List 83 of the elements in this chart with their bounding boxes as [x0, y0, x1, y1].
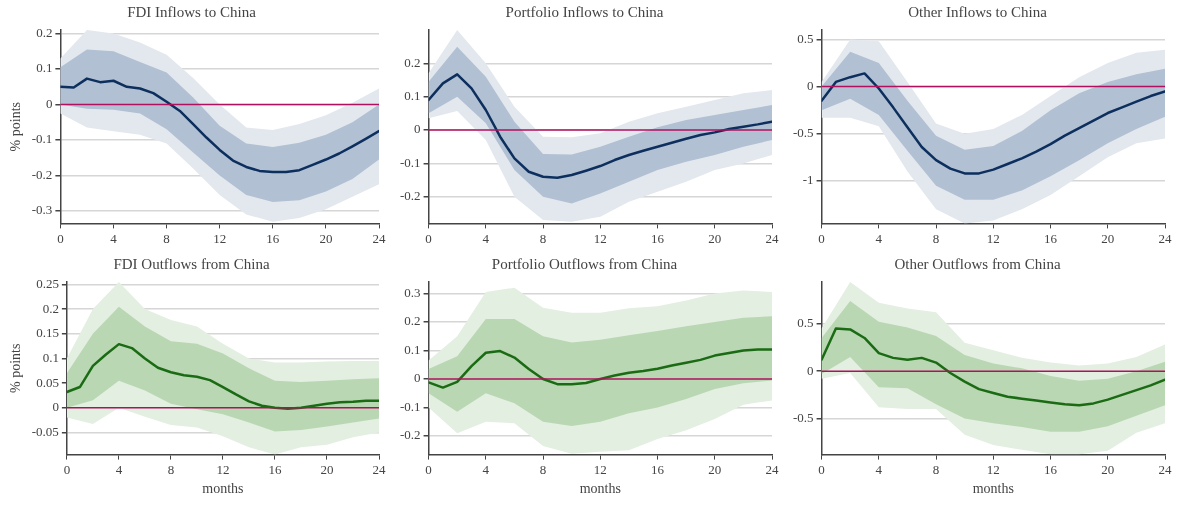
x-tick-label: 16	[651, 461, 665, 477]
x-tick-label: 24	[765, 230, 779, 246]
x-tick-label: 0	[425, 230, 432, 246]
y-tick-label: 0.1	[42, 349, 59, 365]
y-tick-label: 0.1	[404, 341, 421, 357]
x-tick-label: 24	[765, 461, 779, 477]
x-tick-label: 12	[216, 461, 230, 477]
y-tick-label: -0.5	[792, 125, 814, 141]
y-tick-label: -0.2	[31, 166, 53, 182]
y-tick-label: -1	[802, 172, 814, 188]
x-tick-label: 8	[539, 461, 547, 477]
chart-title: Portfolio Inflows to China	[505, 3, 664, 20]
x-tick-label: 8	[932, 230, 940, 246]
x-tick-label: 0	[818, 230, 825, 246]
x-axis-title: months	[972, 481, 1014, 497]
x-tick-label: 0	[63, 461, 71, 477]
chart-title: Portfolio Outflows from China	[491, 255, 678, 272]
chart-title: Other Inflows to China	[908, 3, 1048, 20]
x-tick-label: 12	[593, 461, 607, 477]
x-tick-label: 16	[1044, 461, 1058, 477]
y-tick-label: -0.1	[31, 131, 53, 147]
y-tick-label: -0.3	[31, 202, 53, 218]
y-tick-label: 0.25	[36, 275, 59, 291]
y-tick-label: 0.2	[42, 300, 59, 316]
y-tick-label: 0.3	[404, 284, 421, 300]
x-tick-label: 8	[167, 461, 175, 477]
x-tick-label: 8	[163, 230, 170, 246]
y-tick-label: 0.1	[36, 60, 53, 76]
y-tick-label: 0	[52, 399, 59, 415]
y-tick-label: 0	[807, 78, 814, 94]
y-tick-label: -0.1	[399, 398, 421, 414]
y-tick-label: 0	[807, 362, 814, 378]
x-axis-title: months	[579, 481, 621, 497]
y-axis-title: % points	[8, 343, 24, 393]
y-tick-label: 0.05	[36, 374, 59, 390]
y-tick-label: 0.2	[404, 54, 421, 70]
x-tick-label: 0	[425, 461, 432, 477]
y-tick-label: 0	[45, 95, 53, 111]
x-tick-label: 24	[372, 461, 386, 477]
y-tick-label: 0	[414, 370, 421, 386]
y-tick-label: 0.5	[797, 315, 814, 331]
x-tick-label: 4	[875, 461, 883, 477]
x-tick-label: 12	[593, 230, 607, 246]
x-tick-label: 16	[268, 461, 282, 477]
y-tick-label: 0	[414, 121, 421, 137]
chart-title: FDI Outflows from China	[113, 255, 270, 272]
y-tick-label: -0.2	[399, 188, 421, 204]
x-tick-label: 12	[986, 230, 1000, 246]
x-tick-label: 24	[1158, 461, 1172, 477]
x-tick-label: 4	[875, 230, 883, 246]
y-axis-title: % points	[8, 102, 24, 152]
x-tick-label: 4	[110, 230, 118, 246]
x-tick-label: 20	[708, 230, 722, 246]
x-tick-label: 4	[482, 461, 490, 477]
x-tick-label: 16	[651, 230, 665, 246]
x-tick-label: 0	[818, 461, 825, 477]
x-tick-label: 20	[319, 230, 333, 246]
x-tick-label: 20	[1101, 230, 1115, 246]
y-tick-label: 0.1	[404, 88, 421, 104]
x-tick-label: 12	[986, 461, 1000, 477]
y-tick-label: -0.5	[792, 409, 814, 425]
chart-title: Other Outflows from China	[894, 255, 1061, 272]
x-tick-label: 24	[1158, 230, 1172, 246]
y-tick-label: 0.15	[36, 325, 59, 341]
y-tick-label: 0.2	[404, 313, 421, 329]
x-axis-title: months	[202, 481, 244, 497]
x-tick-label: 20	[1101, 461, 1115, 477]
x-tick-label: 4	[115, 461, 123, 477]
x-tick-label: 20	[708, 461, 722, 477]
x-tick-label: 16	[1044, 230, 1058, 246]
y-tick-label: -0.05	[31, 423, 59, 439]
y-tick-label: 0.5	[797, 30, 814, 46]
x-tick-label: 8	[932, 461, 940, 477]
x-tick-label: 8	[539, 230, 547, 246]
y-tick-label: -0.2	[399, 427, 421, 443]
chart-title: FDI Inflows to China	[127, 3, 257, 20]
x-tick-label: 4	[482, 230, 490, 246]
x-tick-label: 16	[266, 230, 280, 246]
x-tick-label: 20	[320, 461, 334, 477]
y-tick-label: -0.1	[399, 154, 421, 170]
x-tick-label: 12	[213, 230, 227, 246]
x-tick-label: 24	[372, 230, 386, 246]
y-tick-label: 0.2	[36, 24, 53, 40]
